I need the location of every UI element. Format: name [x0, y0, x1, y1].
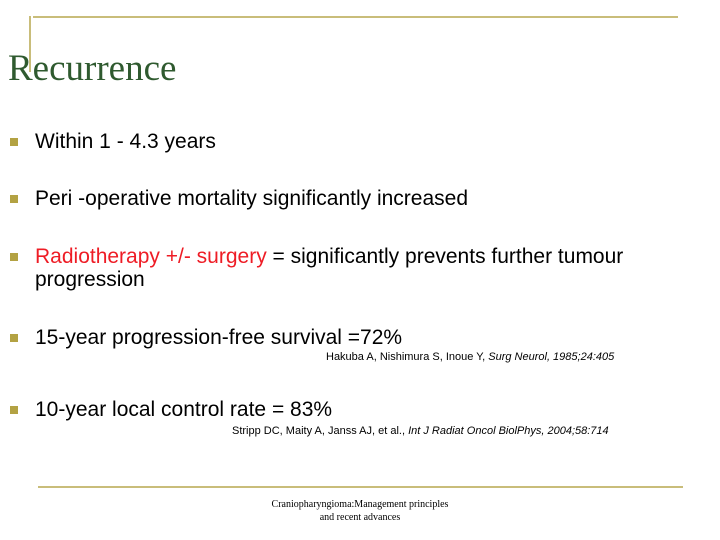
bullet-item-4: 15-year progression-free survival =72% [35, 326, 403, 349]
footer-line-1: Craniopharyngioma:Management principles [271, 499, 449, 510]
footer-line-2: and recent advances [319, 512, 401, 523]
citation-2-journal: Int J Radiat Oncol BiolPhys, 2004;58:714 [408, 425, 609, 437]
bottom-decorative-line [38, 486, 683, 488]
slide-footer: Craniopharyngioma:Management principles … [255, 498, 465, 524]
highlighted-phrase: Radiotherapy +/- surgery [35, 245, 267, 268]
bullet-marker [10, 406, 18, 414]
left-decorative-line [29, 16, 31, 72]
bullet-item-3-text: = significantly prevents further tumour … [35, 245, 624, 291]
bullet-marker [10, 195, 18, 203]
bullet-item-3: Radiotherapy +/- surgery = significantly… [35, 245, 675, 291]
bullet-item-5: 10-year local control rate = 83% [35, 398, 333, 421]
citation-2-authors: Stripp DC, Maity A, Janss AJ, et al., [232, 425, 409, 437]
bullet-marker [10, 334, 18, 342]
citation-1: Hakuba A, Nishimura S, Inoue Y, Surg Neu… [326, 351, 614, 363]
top-decorative-line [33, 16, 678, 18]
citation-1-journal: Surg Neurol, 1985;24:405 [488, 351, 615, 363]
bullet-marker [10, 138, 18, 146]
bullet-marker [10, 253, 18, 261]
citation-1-authors: Hakuba A, Nishimura S, Inoue Y, [326, 351, 489, 363]
bullet-item-2: Peri -operative mortality significantly … [35, 187, 469, 210]
slide-title: Recurrence [8, 48, 177, 89]
bullet-item-1: Within 1 - 4.3 years [35, 130, 216, 153]
citation-2: Stripp DC, Maity A, Janss AJ, et al., In… [232, 425, 609, 437]
